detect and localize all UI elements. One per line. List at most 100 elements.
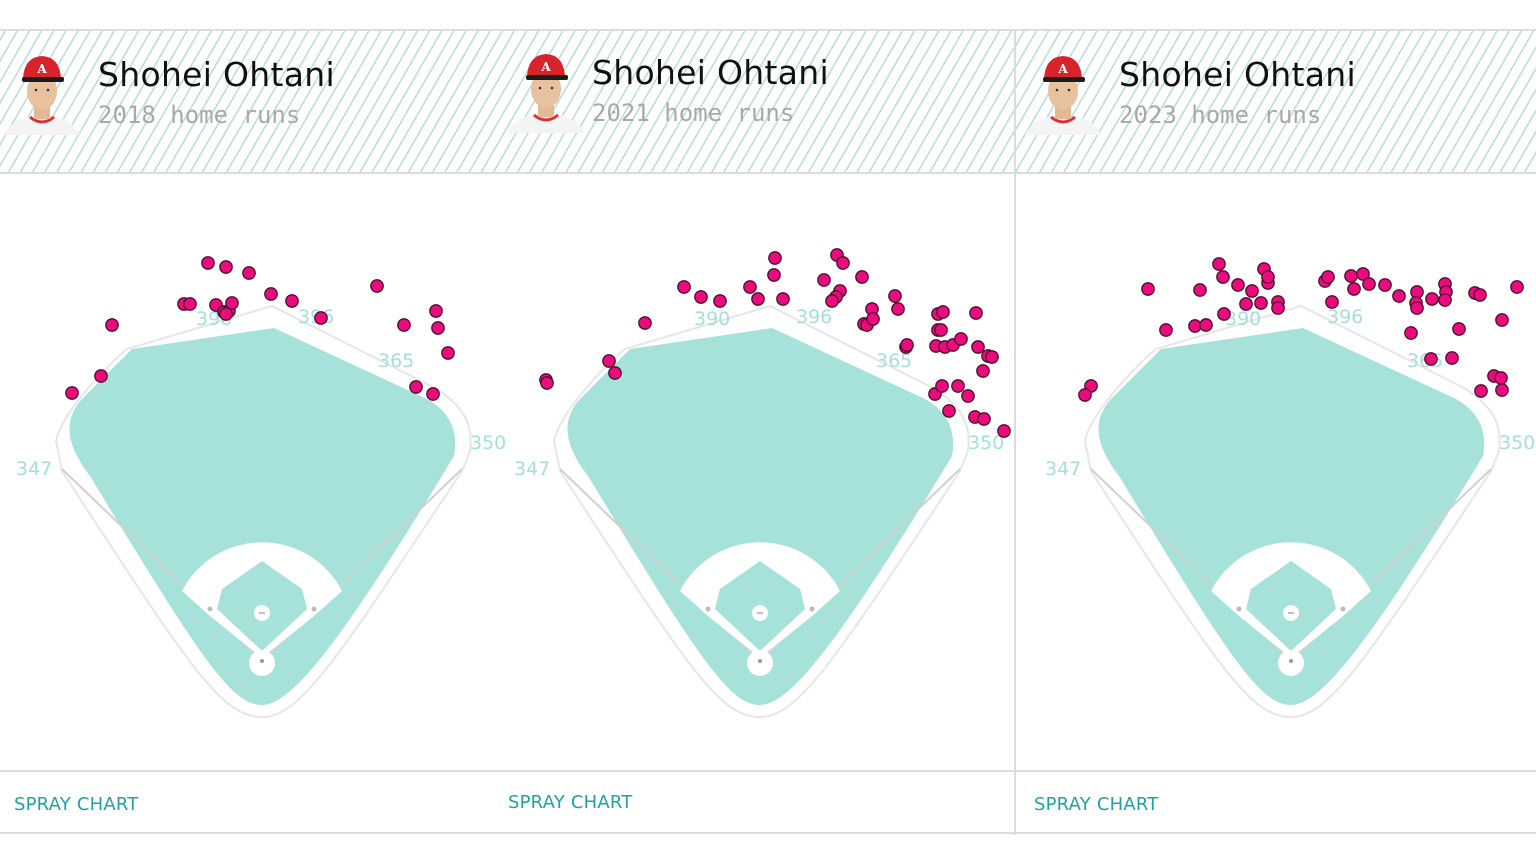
home-run-dot[interactable] (1217, 307, 1231, 321)
home-run-dot[interactable] (954, 332, 968, 346)
home-run-dot[interactable] (219, 307, 233, 321)
spray-chart-link[interactable]: SPRAY CHART (508, 792, 633, 813)
home-run-dot[interactable] (1410, 301, 1424, 315)
home-run-dot[interactable] (743, 280, 757, 294)
home-run-dot[interactable] (836, 256, 850, 270)
home-run-dot[interactable] (1495, 313, 1509, 327)
home-run-dot[interactable] (935, 379, 949, 393)
home-run-dot[interactable] (1193, 283, 1207, 297)
home-run-dot[interactable] (426, 387, 440, 401)
home-run-dot[interactable] (370, 279, 384, 293)
home-run-dot[interactable] (1494, 371, 1508, 385)
home-run-dot[interactable] (866, 312, 880, 326)
home-run-dot[interactable] (1199, 318, 1213, 332)
home-run-dot[interactable] (900, 338, 914, 352)
svg-text:A: A (1057, 62, 1068, 76)
home-run-dot[interactable] (1321, 270, 1335, 284)
home-run-dot[interactable] (201, 256, 215, 270)
home-run-dot[interactable] (540, 376, 554, 390)
home-run-dot[interactable] (409, 380, 423, 394)
home-run-dot[interactable] (776, 292, 790, 306)
home-run-dot[interactable] (1325, 295, 1339, 309)
home-run-dot[interactable] (1271, 301, 1285, 315)
home-run-dot[interactable] (971, 340, 985, 354)
home-run-dot[interactable] (94, 369, 108, 383)
home-run-dot[interactable] (768, 251, 782, 265)
home-run-dot[interactable] (713, 294, 727, 308)
home-run-dot[interactable] (934, 323, 948, 337)
home-run-dot[interactable] (219, 260, 233, 274)
home-run-dot[interactable] (608, 366, 622, 380)
home-run-dot[interactable] (767, 268, 781, 282)
home-run-dot[interactable] (1344, 269, 1358, 283)
player-headshot-avatar: A (1025, 56, 1101, 135)
home-run-dot[interactable] (1510, 280, 1524, 294)
home-run-dot[interactable] (817, 273, 831, 287)
home-run-dot[interactable] (694, 290, 708, 304)
home-run-dot[interactable] (441, 346, 455, 360)
home-run-dot[interactable] (825, 294, 839, 308)
home-run-dot[interactable] (997, 424, 1011, 438)
home-run-dot[interactable] (985, 350, 999, 364)
distance-label: 390 (1225, 308, 1261, 330)
home-run-dot[interactable] (638, 316, 652, 330)
distance-label: 347 (514, 458, 550, 480)
home-run-dot[interactable] (602, 354, 616, 368)
home-run-dot[interactable] (976, 364, 990, 378)
distance-label: 396 (796, 306, 832, 328)
home-run-dot[interactable] (1212, 257, 1226, 271)
home-run-dot[interactable] (1245, 284, 1259, 298)
home-run-dot[interactable] (429, 304, 443, 318)
home-run-dot[interactable] (942, 404, 956, 418)
home-run-dot[interactable] (969, 306, 983, 320)
home-run-dot[interactable] (1141, 282, 1155, 296)
home-run-dot[interactable] (1474, 384, 1488, 398)
home-run-dot[interactable] (1404, 326, 1418, 340)
home-run-dot[interactable] (314, 311, 328, 325)
home-run-dot[interactable] (888, 289, 902, 303)
home-run-dot[interactable] (1362, 277, 1376, 291)
home-run-dot[interactable] (65, 386, 79, 400)
home-run-dot[interactable] (1254, 296, 1268, 310)
home-run-dot[interactable] (105, 318, 119, 332)
home-run-dot[interactable] (1452, 322, 1466, 336)
home-run-dot[interactable] (1425, 292, 1439, 306)
home-run-dot[interactable] (1159, 323, 1173, 337)
home-run-dot[interactable] (1231, 278, 1245, 292)
home-run-dot[interactable] (242, 266, 256, 280)
home-run-dot[interactable] (1356, 267, 1370, 281)
home-run-dot[interactable] (1495, 383, 1509, 397)
home-run-dot[interactable] (1392, 289, 1406, 303)
home-run-dot[interactable] (1261, 270, 1275, 284)
home-run-dot[interactable] (183, 297, 197, 311)
home-run-dot[interactable] (1445, 351, 1459, 365)
player-headshot-avatar: A (4, 56, 80, 135)
home-run-dot[interactable] (1216, 270, 1230, 284)
spray-chart-link[interactable]: SPRAY CHART (14, 794, 139, 815)
panel-footer: SPRAY CHART (0, 770, 1014, 834)
home-run-dot[interactable] (1424, 352, 1438, 366)
home-run-dot[interactable] (1078, 388, 1092, 402)
home-run-dot[interactable] (1239, 297, 1253, 311)
home-run-dot[interactable] (855, 270, 869, 284)
home-run-dot[interactable] (936, 305, 950, 319)
home-run-dot[interactable] (1378, 278, 1392, 292)
home-run-dot[interactable] (225, 296, 239, 310)
spray-chart-link[interactable]: SPRAY CHART (1034, 794, 1159, 815)
home-run-dot[interactable] (977, 412, 991, 426)
distance-label: 350 (968, 432, 1004, 454)
home-run-dot[interactable] (677, 280, 691, 294)
home-run-dot[interactable] (285, 294, 299, 308)
home-run-dot[interactable] (751, 292, 765, 306)
home-run-dot[interactable] (951, 379, 965, 393)
home-run-dot[interactable] (431, 321, 445, 335)
home-run-dot[interactable] (264, 287, 278, 301)
distance-label: 350 (470, 432, 506, 454)
home-run-dot[interactable] (1438, 293, 1452, 307)
home-run-dot[interactable] (1473, 288, 1487, 302)
home-run-dot[interactable] (1347, 282, 1361, 296)
home-run-dot[interactable] (891, 302, 905, 316)
home-run-dot[interactable] (961, 389, 975, 403)
home-run-dot[interactable] (397, 318, 411, 332)
